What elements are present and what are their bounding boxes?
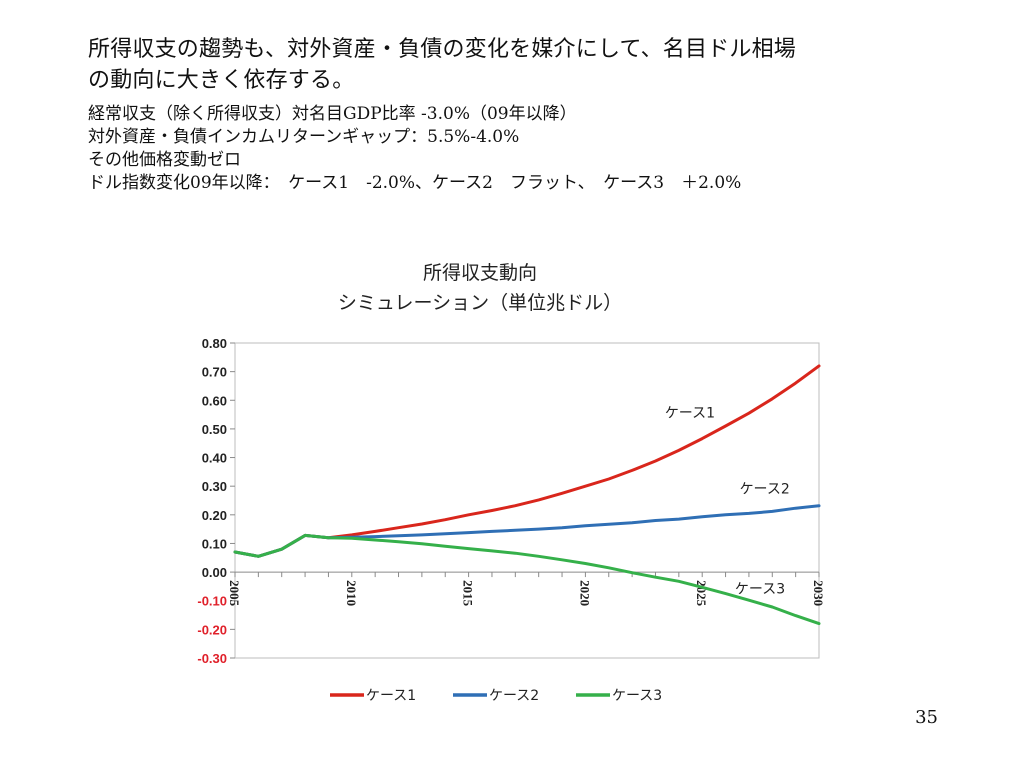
x-tick-label: 2030 <box>811 580 826 606</box>
x-tick-label: 2025 <box>694 580 709 607</box>
series-annotation-1: ケース1 <box>665 405 715 421</box>
legend-label-2: ケース2 <box>489 688 539 704</box>
assumption-notes: 経常収支（除く所得収支）対名目GDP比率 -3.0%（09年以降） 対外資産・負… <box>88 103 958 195</box>
y-tick-label: 0.30 <box>202 479 227 494</box>
page-number: 35 <box>915 707 938 728</box>
legend-label-3: ケース3 <box>612 688 662 704</box>
series-line-3 <box>233 533 821 626</box>
y-tick-label: 0.40 <box>202 451 227 466</box>
legend-label-1: ケース1 <box>366 688 416 704</box>
y-tick-label: 0.70 <box>202 365 227 380</box>
series-annotation-3: ケース3 <box>735 582 785 598</box>
y-tick-label: 0.10 <box>202 536 227 551</box>
y-tick-label: 0.00 <box>202 565 227 580</box>
y-tick-label: 0.50 <box>202 422 227 437</box>
y-tick-label: -0.30 <box>197 651 227 666</box>
assumption-income-gap: 対外資産・負債インカムリターンギャップ：5.5%-4.0% <box>88 127 520 147</box>
chart-title-line-1: 所得収支動向 <box>422 262 537 284</box>
y-tick-label: -0.10 <box>197 594 227 609</box>
y-tick-label: 0.20 <box>202 508 227 523</box>
series-line-2 <box>233 504 821 558</box>
x-tick-label: 2005 <box>227 580 242 607</box>
y-tick-label: 0.80 <box>202 336 227 351</box>
series-annotation-2: ケース2 <box>740 481 790 497</box>
series-line-1 <box>233 364 821 558</box>
x-tick-label: 2015 <box>461 580 476 607</box>
assumption-price-change: その他価格変動ゼロ <box>88 150 241 170</box>
slide-heading: 所得収支の趨勢も、対外資産・負債の変化を媒介にして、名目ドル相場 の動向に大きく… <box>88 34 958 96</box>
chart-title: 所得収支動向 シミュレーション（単位兆ドル） <box>300 258 660 318</box>
y-tick-label: 0.60 <box>202 393 227 408</box>
y-tick-label: -0.20 <box>197 622 227 637</box>
x-tick-label: 2020 <box>577 580 592 606</box>
chart-title-line-2: シミュレーション（単位兆ドル） <box>337 292 623 314</box>
x-tick-label: 2010 <box>344 580 359 606</box>
plot-area-frame <box>234 342 820 659</box>
heading-line-2: の動向に大きく依存する。 <box>88 68 355 93</box>
income-balance-line-chart: 0.80 0.70 0.60 0.50 0.40 0.30 0.20 0.10 0.00 -0.1… <box>197 336 826 704</box>
heading-line-1: 所得収支の趨勢も、対外資産・負債の変化を媒介にして、名目ドル相場 <box>88 37 796 62</box>
assumption-dollar-index: ドル指数変化09年以降： ケース1 -2.0%、ケース2 フラット、 ケース3 … <box>88 173 742 193</box>
assumption-gdp-ratio: 経常収支（除く所得収支）対名目GDP比率 -3.0%（09年以降） <box>88 104 577 124</box>
